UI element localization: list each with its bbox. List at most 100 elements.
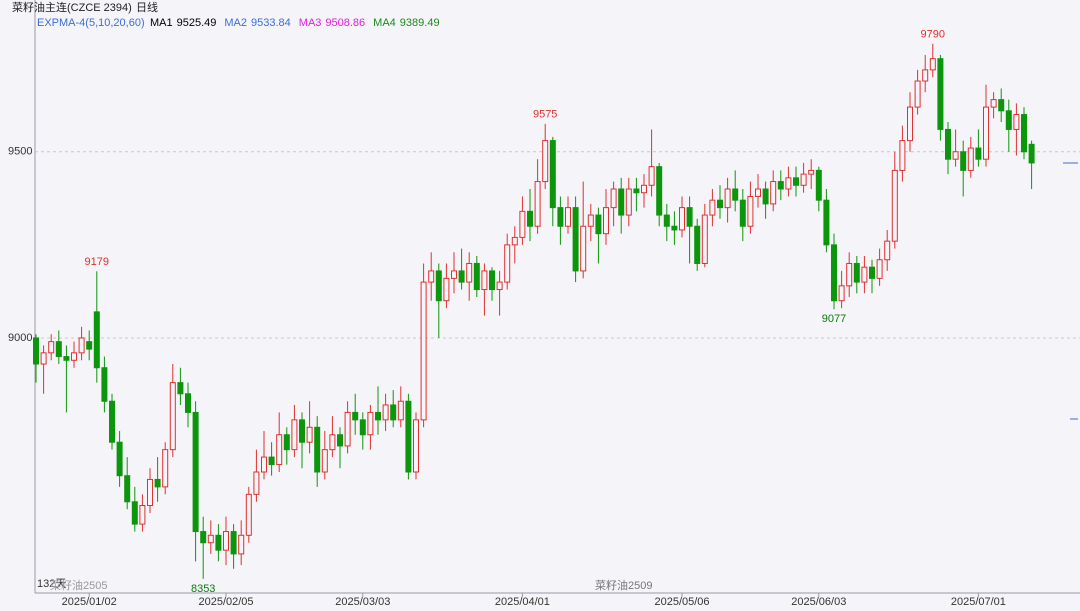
- candle-body: [496, 281, 503, 291]
- candle-body: [511, 236, 518, 246]
- x-tick-label: 2025/05/06: [654, 596, 709, 608]
- period-label[interactable]: 日线: [136, 0, 158, 14]
- candle-body: [147, 478, 153, 506]
- candle-body: [329, 434, 336, 451]
- extreme-label: 8353: [191, 583, 215, 595]
- candle-body: [1028, 143, 1035, 164]
- candle-body: [907, 106, 913, 142]
- candle-body: [458, 270, 465, 283]
- candle-body: [367, 411, 374, 436]
- candle-body: [253, 471, 260, 495]
- candle-body: [489, 270, 495, 291]
- candle-body: [359, 419, 366, 436]
- candle-body: [724, 188, 731, 209]
- candle-body: [382, 404, 389, 421]
- candle-body: [473, 262, 480, 291]
- candle-body: [527, 210, 533, 227]
- candle-body: [800, 173, 807, 186]
- candle-body: [154, 478, 161, 488]
- candle-body: [694, 225, 701, 264]
- candle-body: [656, 166, 663, 216]
- candle-body: [390, 404, 397, 421]
- candle-body: [405, 400, 412, 473]
- candle-body: [276, 434, 283, 466]
- candle-body: [565, 207, 571, 227]
- candle-body: [975, 147, 982, 160]
- candle-body: [101, 367, 108, 402]
- candle-body: [207, 534, 214, 544]
- candle-body: [71, 352, 77, 361]
- candle-body: [352, 411, 359, 421]
- indicator-name: MA1: [150, 17, 173, 29]
- candle-body: [299, 419, 305, 443]
- candle-body: [162, 449, 169, 488]
- candle-body: [603, 207, 609, 235]
- candle-body: [40, 352, 47, 365]
- candle-body: [618, 188, 625, 216]
- extreme-label: 9575: [533, 109, 557, 121]
- candle-body: [230, 531, 237, 555]
- candle-body: [929, 58, 936, 71]
- candle-body: [648, 166, 655, 186]
- candle-body: [998, 99, 1005, 112]
- candle-body: [78, 337, 85, 354]
- candle-body: [306, 426, 313, 443]
- candle-body: [777, 181, 784, 190]
- candle-body: [238, 534, 245, 555]
- candle-body: [245, 493, 252, 536]
- candle-body: [846, 262, 853, 287]
- candle-body: [739, 199, 746, 227]
- candle-body: [466, 262, 473, 283]
- candle-body: [831, 244, 837, 302]
- candle-body: [823, 199, 830, 246]
- x-tick-label: 2025/06/03: [791, 596, 846, 608]
- candle-body: [808, 169, 815, 175]
- indicator-value: 9533.84: [251, 17, 291, 29]
- candle-body: [1005, 110, 1012, 130]
- chart-title: 菜籽油主连(CZCE 2394): [12, 0, 132, 14]
- candle-body: [177, 382, 184, 395]
- candle-body: [504, 244, 511, 283]
- candle-body: [314, 426, 321, 473]
- indicator-name: MA4: [373, 17, 396, 29]
- x-tick-label: 2025/04/01: [495, 596, 550, 608]
- x-tick-label: 2025/07/01: [951, 596, 1006, 608]
- extreme-label: 9179: [85, 256, 109, 268]
- candle-body: [413, 419, 419, 473]
- candle-body: [169, 382, 176, 451]
- candle-body: [200, 531, 207, 544]
- candle-body: [755, 188, 761, 197]
- candle-body: [344, 411, 351, 447]
- candle-body: [33, 337, 39, 365]
- candle-body: [109, 400, 115, 443]
- candle-body: [701, 214, 708, 264]
- candle-body: [291, 419, 298, 451]
- candle-body: [580, 225, 587, 272]
- candle-body: [641, 184, 647, 194]
- candle-body: [762, 188, 769, 205]
- indicator-value: 9508.86: [325, 17, 365, 29]
- contract-mid: 菜籽油2509: [595, 578, 652, 592]
- candle-body: [139, 504, 146, 525]
- candle-body: [990, 99, 997, 108]
- candle-body: [853, 262, 860, 283]
- candle-body: [557, 207, 564, 227]
- candle-body: [1013, 114, 1020, 130]
- candle-body: [337, 434, 343, 447]
- extreme-label: 9077: [822, 313, 846, 325]
- candle-body: [838, 285, 845, 302]
- candle-body: [967, 147, 974, 171]
- candle-body: [663, 214, 670, 227]
- x-tick-label: 2025/02/05: [198, 596, 253, 608]
- candle-body: [1021, 114, 1027, 153]
- candle-body: [93, 311, 100, 369]
- candle-body: [717, 199, 723, 209]
- candle-body: [215, 534, 222, 551]
- candle-body: [116, 441, 123, 477]
- candle-body: [223, 531, 229, 551]
- candle-body: [861, 266, 868, 283]
- candle-body: [435, 270, 442, 302]
- candle-body: [63, 356, 70, 361]
- candle-body: [709, 199, 716, 216]
